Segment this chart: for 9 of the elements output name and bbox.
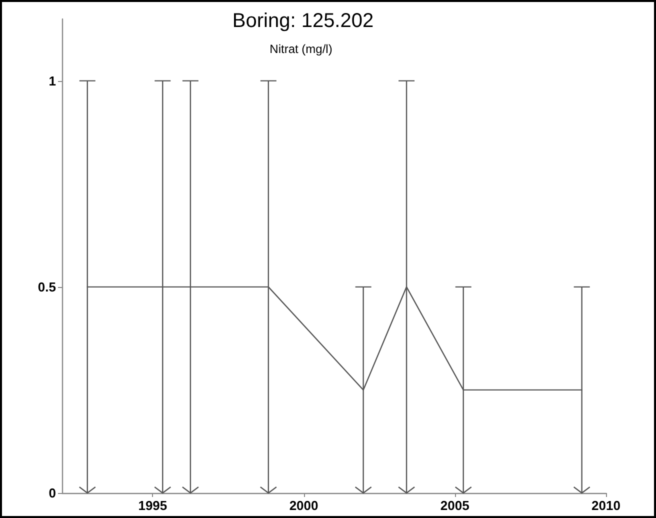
y-tick-label: 1 bbox=[48, 73, 56, 88]
x-tick-label: 2005 bbox=[440, 498, 470, 513]
y-tick-label: 0 bbox=[48, 486, 56, 500]
x-tick-label: 2010 bbox=[592, 498, 620, 513]
x-tick-label: 2000 bbox=[289, 498, 318, 513]
text: Nitrat (mg/l) bbox=[270, 42, 332, 56]
x-tick-label: 1995 bbox=[138, 498, 168, 513]
chart-title: Boring: 125.202 bbox=[232, 10, 374, 32]
y-tick-label: 0.5 bbox=[38, 279, 56, 294]
